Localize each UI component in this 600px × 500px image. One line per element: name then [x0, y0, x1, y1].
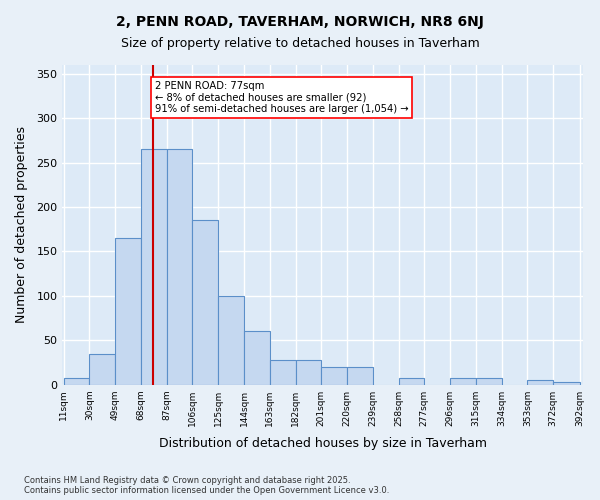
Bar	[270, 360, 296, 384]
Bar	[321, 367, 347, 384]
Bar	[115, 238, 141, 384]
Bar	[244, 332, 270, 384]
Text: 2, PENN ROAD, TAVERHAM, NORWICH, NR8 6NJ: 2, PENN ROAD, TAVERHAM, NORWICH, NR8 6NJ	[116, 15, 484, 29]
Y-axis label: Number of detached properties: Number of detached properties	[15, 126, 28, 324]
Bar	[347, 367, 373, 384]
Bar	[89, 354, 115, 384]
Bar	[64, 378, 89, 384]
Bar	[167, 150, 193, 384]
Bar	[193, 220, 218, 384]
Bar	[476, 378, 502, 384]
Bar	[296, 360, 321, 384]
Text: Contains HM Land Registry data © Crown copyright and database right 2025.
Contai: Contains HM Land Registry data © Crown c…	[24, 476, 389, 495]
Text: 2 PENN ROAD: 77sqm
← 8% of detached houses are smaller (92)
91% of semi-detached: 2 PENN ROAD: 77sqm ← 8% of detached hous…	[155, 81, 408, 114]
Bar	[553, 382, 580, 384]
X-axis label: Distribution of detached houses by size in Taverham: Distribution of detached houses by size …	[158, 437, 487, 450]
Bar	[141, 150, 167, 384]
Bar	[398, 378, 424, 384]
Text: Size of property relative to detached houses in Taverham: Size of property relative to detached ho…	[121, 38, 479, 51]
Bar	[218, 296, 244, 384]
Bar	[527, 380, 553, 384]
Bar	[450, 378, 476, 384]
